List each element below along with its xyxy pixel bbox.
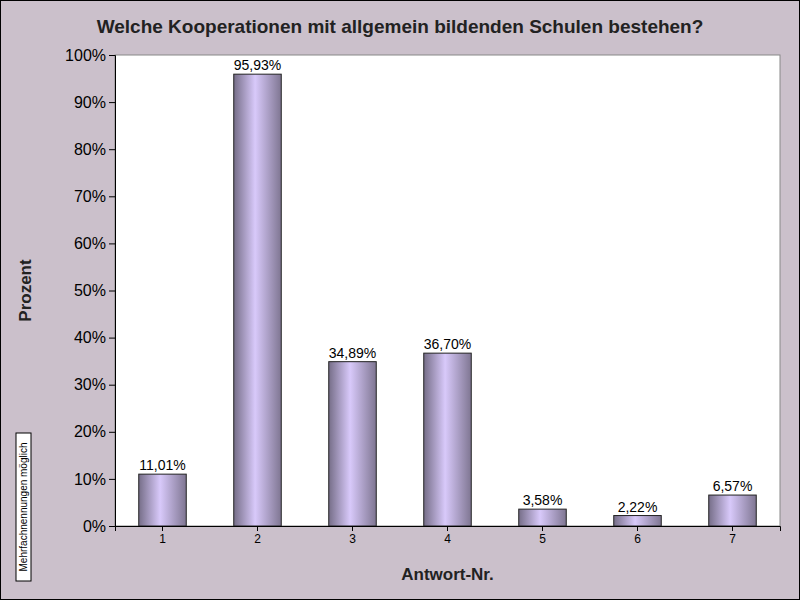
y-axis-title: Prozent xyxy=(16,259,35,322)
y-tick-label: 10% xyxy=(74,471,106,488)
y-tick-mark xyxy=(109,149,115,150)
x-tick-label: 5 xyxy=(539,532,546,546)
data-label: 36,70% xyxy=(424,336,471,352)
chart: 0% 10% 20% 30% 40% 50% 60% 70% 80% 90% 100% 1 2 3 4 5 6 7… xyxy=(0,0,800,600)
data-label: 34,89% xyxy=(329,345,376,361)
bar xyxy=(139,474,187,526)
bar xyxy=(424,353,472,526)
y-tick-mark xyxy=(109,338,115,339)
x-tick-mark xyxy=(257,526,258,531)
y-tick-label: 20% xyxy=(74,423,106,440)
annotation: Mehrfachnennungen möglich xyxy=(16,433,31,581)
data-label: 95,93% xyxy=(234,57,281,73)
y-tick: 20% xyxy=(74,423,115,440)
y-tick-mark xyxy=(109,432,115,433)
y-tick: 10% xyxy=(74,471,115,488)
x-axis-title: Antwort-Nr. xyxy=(401,565,494,584)
y-tick-label: 80% xyxy=(74,141,106,158)
y-tick-mark xyxy=(109,55,115,56)
x-tick-label: 1 xyxy=(159,532,166,546)
data-label: 6,57% xyxy=(713,478,753,494)
x-tick-mark xyxy=(162,526,163,531)
bar xyxy=(614,516,662,526)
y-tick-mark xyxy=(109,102,115,103)
y-axis: 0% 10% 20% 30% 40% 50% 60% 70% 80% 90% 100% xyxy=(65,47,115,535)
x-tick: 1 xyxy=(159,526,166,546)
y-tick-mark xyxy=(109,196,115,197)
data-label: 11,01% xyxy=(139,457,185,473)
plot-area xyxy=(115,55,780,526)
x-tick-mark xyxy=(352,526,353,531)
y-tick: 40% xyxy=(74,329,115,346)
x-tick-mark xyxy=(447,526,448,531)
y-tick-mark xyxy=(109,291,115,292)
y-tick-label: 50% xyxy=(74,282,106,299)
bar xyxy=(709,495,757,526)
bar xyxy=(329,362,377,526)
x-tick: 5 xyxy=(539,526,546,546)
title: Welche Kooperationen mit allgemein bilde… xyxy=(97,16,704,37)
background xyxy=(1,1,800,600)
x-axis-line xyxy=(116,527,781,532)
data-labels: 11,01% 95,93% 34,89% 36,70% 3,58% 2,22% 6,57% xyxy=(139,57,752,514)
x-tick: 4 xyxy=(444,526,451,546)
y-tick: 90% xyxy=(74,94,115,111)
y-tick-label: 100% xyxy=(65,47,106,64)
data-label: 3,58% xyxy=(523,492,563,508)
y-tick: 80% xyxy=(74,141,115,158)
x-tick: 6 xyxy=(634,526,641,546)
x-tick-label: 2 xyxy=(254,532,261,546)
x-tick-label: 7 xyxy=(729,532,736,546)
y-tick-label: 30% xyxy=(74,376,106,393)
bars xyxy=(139,74,757,526)
y-tick-label: 40% xyxy=(74,329,106,346)
data-label: 2,22% xyxy=(618,499,658,515)
x-tick-mark xyxy=(732,526,733,531)
y-tick: 30% xyxy=(74,376,115,393)
plot: 0% 10% 20% 30% 40% 50% 60% 70% 80% 90% 100% 1 2 3 4 5 6 7… xyxy=(65,47,780,546)
bar xyxy=(234,74,282,526)
y-tick-mark xyxy=(109,385,115,386)
x-tick-label: 3 xyxy=(349,532,356,546)
y-tick-label: 0% xyxy=(83,518,106,535)
x-tick: 3 xyxy=(349,526,356,546)
y-tick-label: 60% xyxy=(74,235,106,252)
y-tick-mark xyxy=(109,479,115,480)
y-tick: 60% xyxy=(74,235,115,252)
bar xyxy=(519,509,567,526)
y-axis-line xyxy=(109,56,116,527)
y-tick-mark xyxy=(109,243,115,244)
x-tick: 2 xyxy=(254,526,261,546)
y-tick: 70% xyxy=(74,188,115,205)
annotation-box xyxy=(16,433,31,581)
x-tick: 7 xyxy=(729,526,736,546)
y-tick-label: 70% xyxy=(74,188,106,205)
y-tick: 0% xyxy=(83,518,115,535)
x-tick-mark xyxy=(542,526,543,531)
x-tick-mark xyxy=(637,526,638,531)
x-tick-label: 4 xyxy=(444,532,451,546)
x-axis: 1 2 3 4 5 6 7 xyxy=(116,526,781,546)
y-tick-label: 90% xyxy=(74,94,106,111)
y-tick-mark xyxy=(109,526,115,527)
annotation-text: Mehrfachnennungen möglich xyxy=(18,443,29,572)
y-tick: 100% xyxy=(65,47,115,64)
y-tick: 50% xyxy=(74,282,115,299)
x-tick-label: 6 xyxy=(634,532,641,546)
